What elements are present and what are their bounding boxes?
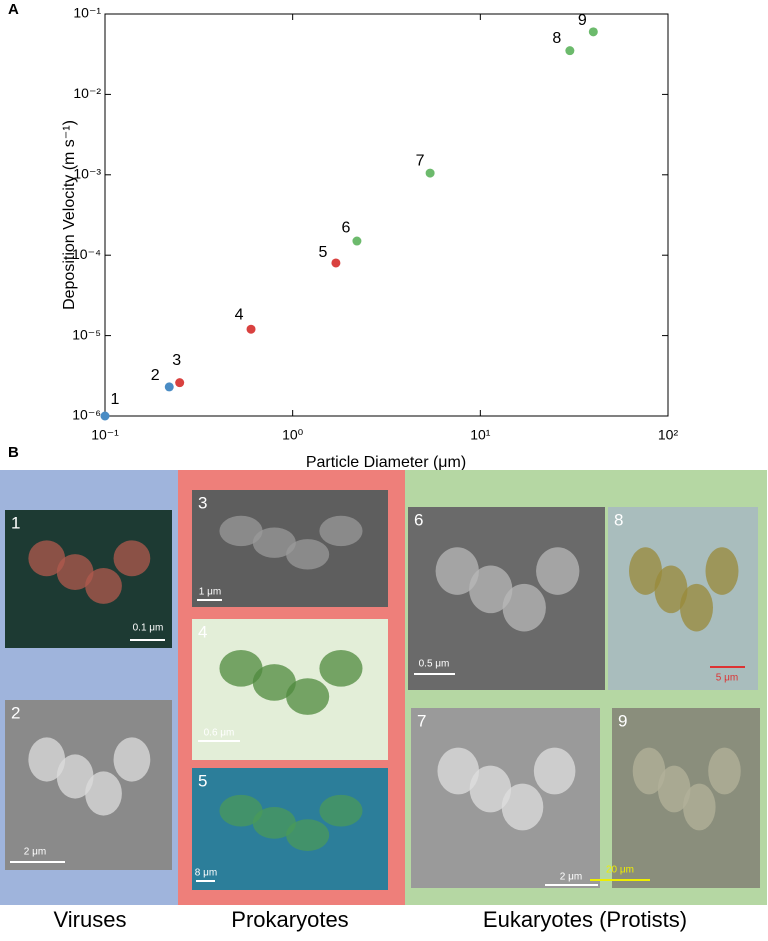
micrograph-feature bbox=[680, 583, 713, 632]
point bbox=[565, 46, 575, 56]
image-number: 3 bbox=[198, 493, 207, 512]
panel-label: A bbox=[8, 1, 19, 18]
group-label: Viruses bbox=[54, 907, 127, 932]
image-number: 9 bbox=[618, 711, 627, 730]
micrograph-feature bbox=[533, 747, 576, 795]
micrograph-feature bbox=[113, 540, 151, 577]
micrograph-feature bbox=[708, 747, 741, 795]
point bbox=[331, 258, 341, 268]
micrograph-feature bbox=[629, 547, 662, 595]
micrograph-feature bbox=[437, 747, 480, 795]
scale-label: 20 μm bbox=[606, 865, 634, 876]
scale-label: 0.1 μm bbox=[133, 623, 164, 634]
x-tick-label: 10⁰ bbox=[282, 427, 304, 443]
micrograph-feature bbox=[502, 583, 546, 632]
micrograph-feature bbox=[319, 650, 363, 687]
micrograph-feature bbox=[319, 515, 363, 547]
point-label: 1 bbox=[111, 391, 120, 408]
micrograph-feature bbox=[319, 794, 363, 827]
micrograph-feature bbox=[286, 539, 330, 570]
micrograph-feature bbox=[654, 565, 688, 614]
point bbox=[100, 411, 110, 421]
y-tick-label: 10⁻⁴ bbox=[72, 246, 101, 262]
x-axis-title: Particle Diameter (μm) bbox=[306, 454, 466, 471]
y-tick-label: 10⁻⁶ bbox=[72, 407, 101, 423]
point bbox=[425, 168, 435, 178]
micrograph-feature bbox=[286, 819, 330, 851]
micrograph-feature bbox=[28, 737, 66, 782]
micrograph-feature bbox=[85, 567, 122, 604]
point-label: 4 bbox=[235, 306, 244, 323]
plot-frame bbox=[104, 13, 669, 417]
point-label: 8 bbox=[552, 30, 561, 47]
x-tick-label: 10² bbox=[658, 427, 679, 443]
scale-label: 0.6 μm bbox=[204, 728, 235, 739]
micrograph-feature bbox=[435, 547, 479, 595]
scale-label: 8 μm bbox=[195, 868, 217, 879]
micrograph-feature bbox=[219, 650, 263, 687]
scale-label: 5 μm bbox=[716, 673, 738, 684]
micrograph-feature bbox=[219, 515, 263, 547]
image-number: 7 bbox=[417, 711, 426, 730]
image-number: 2 bbox=[11, 703, 20, 722]
micrograph-feature bbox=[252, 664, 296, 701]
micrograph-feature bbox=[252, 807, 296, 839]
scale-label: 2 μm bbox=[560, 872, 582, 883]
micrograph-feature bbox=[219, 794, 263, 827]
point-label: 3 bbox=[172, 352, 181, 369]
scale-label: 2 μm bbox=[24, 847, 46, 858]
point bbox=[246, 324, 256, 334]
micrograph-feature bbox=[85, 771, 122, 816]
point bbox=[164, 382, 174, 392]
point bbox=[588, 27, 598, 37]
micrograph-feature bbox=[252, 527, 296, 558]
y-tick-label: 10⁻¹ bbox=[73, 5, 101, 21]
y-tick-label: 10⁻⁵ bbox=[72, 326, 101, 342]
point bbox=[352, 236, 362, 246]
point bbox=[175, 378, 185, 388]
y-tick-label: 10⁻² bbox=[73, 85, 101, 101]
micrograph-feature bbox=[56, 554, 94, 591]
group-label: Prokaryotes bbox=[231, 907, 348, 932]
micrograph-feature bbox=[113, 737, 151, 782]
scale-label: 1 μm bbox=[199, 587, 221, 598]
point-label: 5 bbox=[318, 244, 327, 261]
group-label: Eukaryotes (Protists) bbox=[483, 907, 687, 932]
micrograph-feature bbox=[657, 765, 691, 813]
image-number: 6 bbox=[414, 510, 423, 529]
x-tick-label: 10¹ bbox=[470, 427, 491, 443]
micrograph-feature bbox=[501, 783, 544, 831]
micrograph-feature bbox=[683, 783, 716, 831]
image-number: 1 bbox=[11, 513, 20, 532]
y-tick-label: 10⁻³ bbox=[73, 166, 101, 182]
point-label: 9 bbox=[578, 12, 587, 29]
micrograph-feature bbox=[469, 565, 513, 614]
scale-label: 0.5 μm bbox=[419, 659, 450, 670]
micrograph-feature bbox=[28, 540, 66, 577]
micrograph-feature bbox=[536, 547, 580, 595]
x-tick-label: 10⁻¹ bbox=[91, 427, 119, 443]
image-number: 8 bbox=[614, 510, 623, 529]
y-axis-title: Deposition Velocity (m s⁻¹) bbox=[61, 120, 78, 310]
micrograph-feature bbox=[286, 678, 330, 715]
micrograph-feature bbox=[469, 765, 512, 813]
point-label: 7 bbox=[416, 152, 425, 169]
image-number: 5 bbox=[198, 771, 207, 790]
micrograph-feature bbox=[56, 754, 94, 799]
panel-label: B bbox=[8, 444, 19, 461]
point-label: 2 bbox=[151, 367, 160, 384]
micrograph-feature bbox=[705, 547, 739, 595]
image-number: 4 bbox=[198, 622, 207, 641]
point-label: 6 bbox=[341, 219, 350, 236]
micrograph-feature bbox=[632, 747, 666, 795]
